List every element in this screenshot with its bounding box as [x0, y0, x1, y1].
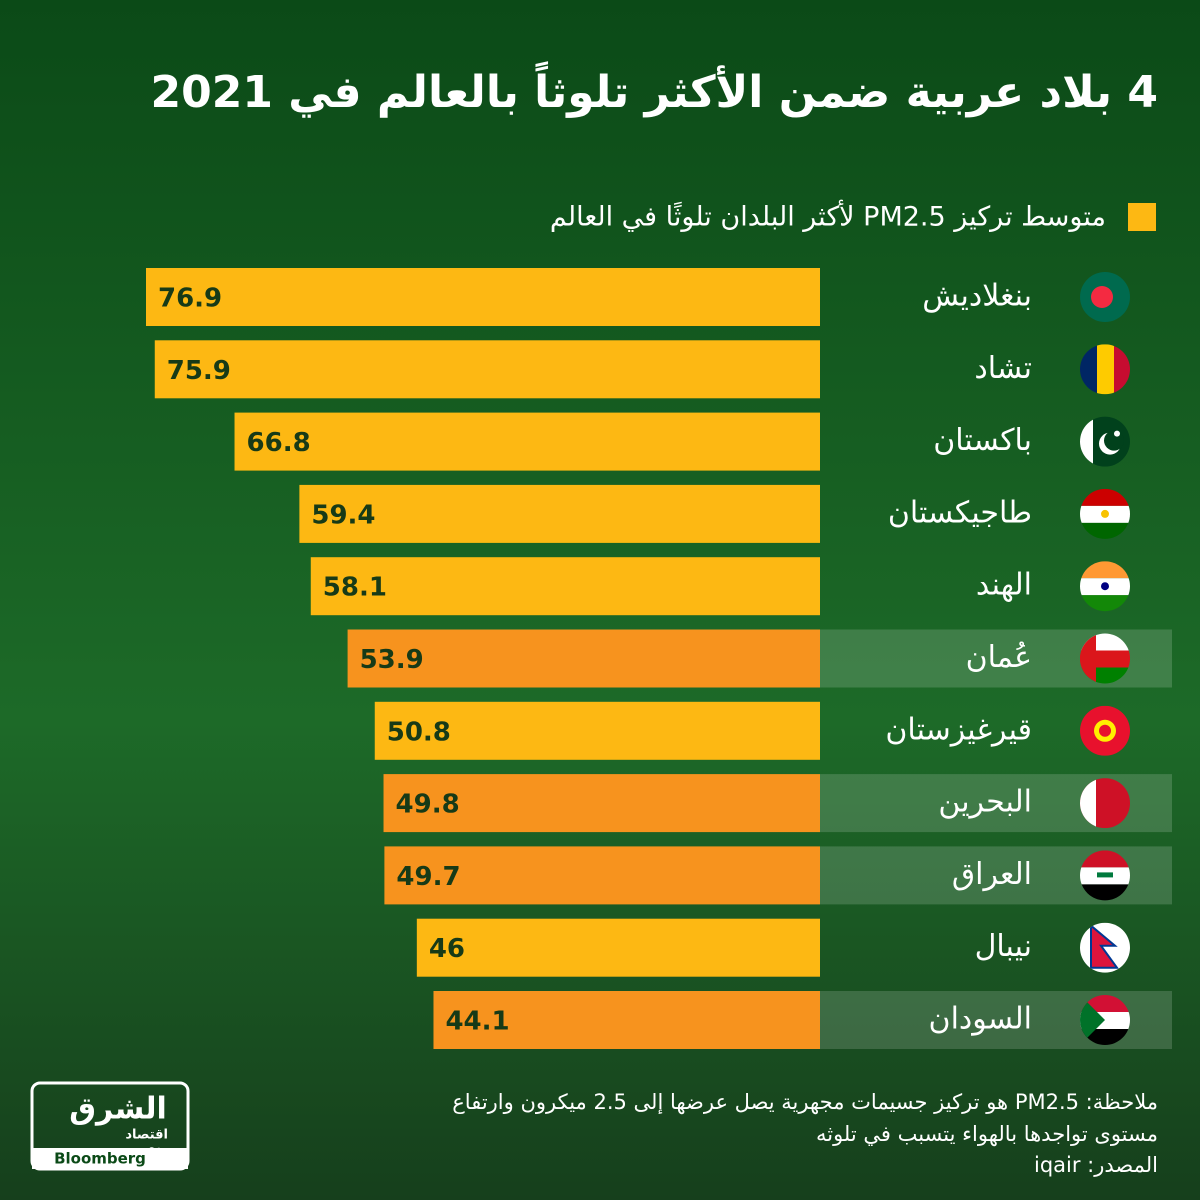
flag [1080, 778, 1130, 829]
flag [1080, 272, 1130, 322]
category-label: البحرين [938, 785, 1032, 820]
flag-part [1080, 778, 1096, 829]
flag-part [1080, 1029, 1130, 1045]
value-label: 75.9 [167, 356, 231, 386]
flag-part [1091, 286, 1113, 308]
value-label: 44.1 [445, 1007, 509, 1037]
bar [433, 991, 820, 1049]
flag-part [1080, 884, 1130, 901]
flag-part [1080, 561, 1130, 579]
bar [383, 774, 820, 833]
category-label: نيبال [975, 929, 1032, 964]
flag-part [1080, 850, 1130, 868]
value-label: 58.1 [323, 573, 387, 603]
category-label: بنغلاديش [922, 279, 1032, 314]
legend-swatch [1128, 203, 1156, 231]
category-label: الهند [976, 568, 1032, 603]
bar [234, 412, 820, 471]
flag [1080, 850, 1130, 901]
flag-part [1080, 488, 1130, 506]
value-label: 50.8 [387, 717, 451, 747]
flag-part [1080, 595, 1130, 612]
category-label: تشاد [974, 351, 1032, 386]
value-label: 59.4 [311, 500, 375, 530]
category-label: السودان [929, 1002, 1032, 1037]
flag-part [1090, 923, 1119, 969]
flag [1080, 561, 1130, 612]
source: المصدر: iqair [1034, 1153, 1158, 1177]
flag-part [1114, 344, 1130, 395]
flag [1080, 344, 1130, 395]
bar [374, 701, 820, 760]
logo: الشرق اقتصاد مع Bloomberg [30, 1081, 190, 1171]
flag [1080, 488, 1130, 539]
value-label: 76.9 [158, 284, 222, 314]
flag [1080, 922, 1130, 973]
logo-name: الشرق [69, 1092, 167, 1127]
flag-part [1080, 522, 1130, 539]
legend-label: متوسط تركيز PM2.5 لأكثر البلدان تلوثًا ف… [550, 199, 1106, 233]
flag-part [1101, 509, 1109, 518]
flag-part [1101, 582, 1109, 591]
bar [310, 557, 820, 616]
logo-sub: اقتصاد [125, 1128, 168, 1143]
value-label: 66.8 [247, 428, 311, 458]
bar [347, 629, 820, 688]
title: 4 بلاد عربية ضمن الأكثر تلوثاً بالعالم ف… [150, 60, 1158, 118]
flag [1080, 995, 1130, 1045]
bar [416, 918, 820, 977]
value-label: 49.8 [396, 790, 460, 820]
flag-part [1097, 344, 1114, 395]
flag [1080, 705, 1130, 756]
value-label: 49.7 [396, 862, 460, 892]
category-label: العراق [952, 857, 1032, 892]
category-label: قيرغيزستان [885, 712, 1032, 747]
logo-with: مع [148, 1143, 161, 1154]
bar [146, 268, 820, 326]
flag-part [1080, 633, 1096, 684]
note: مستوى تواجدها بالهواء يتسبب في تلوثه [816, 1122, 1158, 1146]
flag-part [1114, 430, 1120, 437]
flag-part [1099, 724, 1111, 737]
category-label: باكستان [933, 423, 1032, 458]
flag [1080, 633, 1130, 684]
bar [384, 846, 820, 905]
flag-part [1097, 872, 1113, 878]
flag-part [1080, 344, 1097, 395]
bar [299, 484, 821, 543]
flag-part [1080, 995, 1105, 1045]
bar [154, 340, 820, 399]
value-label: 53.9 [360, 645, 424, 675]
logo-partner: Bloomberg [54, 1150, 146, 1168]
logo-band [32, 1148, 188, 1169]
value-label: 46 [429, 934, 465, 964]
category-label: عُمان [966, 640, 1032, 675]
flag [1080, 416, 1130, 467]
note: ملاحظة: PM2.5 هو تركيز جسيمات مجهرية يصل… [452, 1090, 1158, 1115]
category-label: طاجيكستان [888, 495, 1032, 530]
